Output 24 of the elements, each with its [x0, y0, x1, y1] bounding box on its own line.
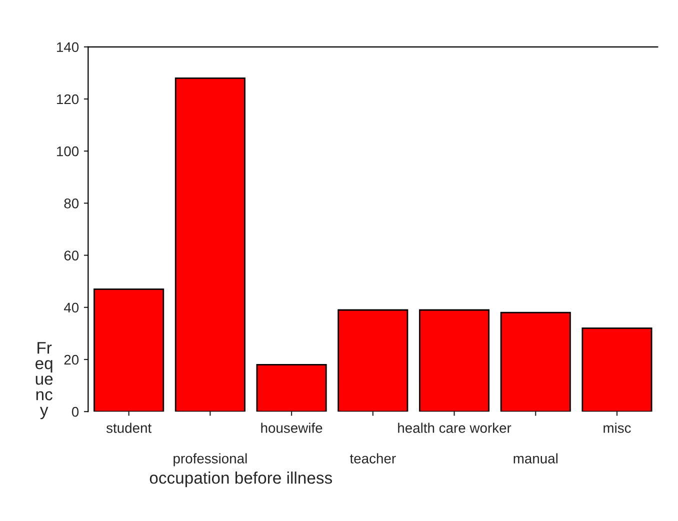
x-tick-label: teacher	[350, 453, 396, 464]
y-tick-label: 140	[57, 42, 79, 52]
bar	[338, 309, 408, 412]
y-tick-label: 80	[64, 198, 79, 208]
bar	[174, 77, 246, 412]
y-tick-label: 20	[64, 354, 79, 365]
y-tick-label: 120	[57, 94, 79, 104]
x-tick-label: manual	[514, 453, 558, 464]
bar	[418, 309, 490, 412]
x-tick-label: health care worker	[398, 422, 512, 433]
bar	[256, 364, 327, 412]
y-axis-title: Frequency	[36, 342, 53, 420]
x-tick-label: misc	[604, 422, 631, 433]
bar	[94, 288, 164, 412]
x-axis-title: occupation before illness	[150, 472, 332, 488]
x-tick-label: housewife	[261, 422, 322, 433]
y-tick-label: 100	[57, 146, 79, 156]
x-tick-label: professional	[174, 453, 247, 466]
y-tick-label: 0	[72, 406, 79, 417]
bar	[500, 312, 571, 412]
x-tick-label: student	[106, 422, 152, 433]
y-tick-label: 40	[64, 302, 79, 313]
y-tick-label: 60	[64, 250, 79, 260]
bar	[582, 328, 652, 412]
